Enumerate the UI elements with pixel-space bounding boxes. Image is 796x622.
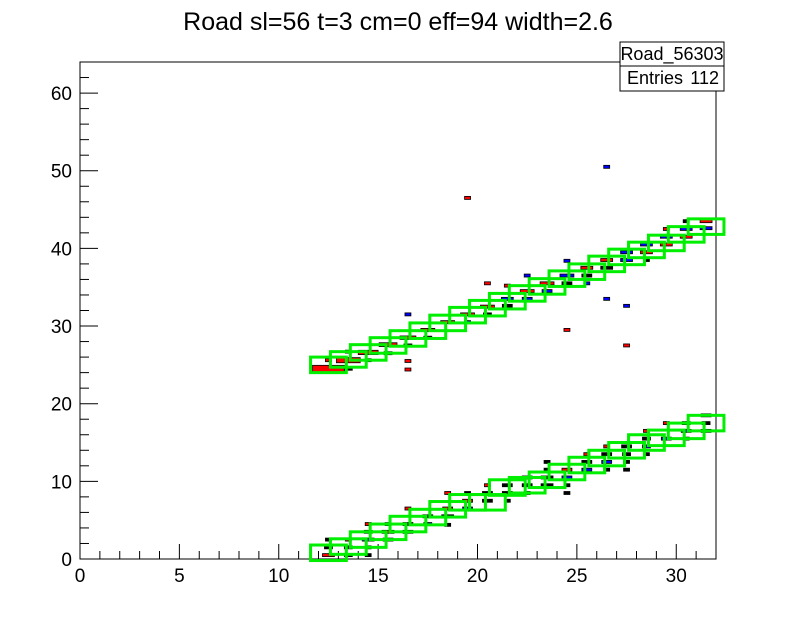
hit-cell <box>539 281 555 286</box>
road-box <box>309 543 348 563</box>
y-tick-label: 60 <box>51 84 72 105</box>
hit-cell <box>699 226 713 231</box>
hit-cell <box>603 164 611 169</box>
hit-cell <box>523 273 531 278</box>
hit-cell <box>580 265 594 270</box>
hit-cell <box>404 359 412 363</box>
hit-cell <box>561 467 573 472</box>
stats-entries-value: 112 <box>690 68 719 88</box>
hit-cell <box>563 258 571 263</box>
hit-cell <box>601 452 613 457</box>
hit-cell <box>640 250 653 255</box>
hit-cell <box>623 343 630 348</box>
road-box <box>686 413 726 433</box>
road-box <box>487 478 527 497</box>
chart-title: Road sl=56 t=3 cm=0 eff=94 width=2.6 <box>183 8 613 36</box>
hit-cell <box>659 242 673 247</box>
hit-cell <box>620 250 633 255</box>
hit-cell <box>541 289 553 293</box>
hit-cell <box>563 491 571 495</box>
road-box <box>309 355 348 375</box>
hit-cell <box>444 491 452 495</box>
hit-cell <box>601 460 613 464</box>
hit-cell <box>642 436 651 441</box>
y-tick-label: 20 <box>51 395 72 416</box>
hit-cell <box>622 452 631 457</box>
stats-histogram-name: Road_56303 <box>620 44 723 65</box>
hit-cell <box>484 281 491 286</box>
axis-ticks: 0 5 10 15 20 25 30 0 10 20 30 40 50 60 <box>51 61 717 587</box>
hit-cell <box>543 460 551 464</box>
stats-box[interactable]: Road_56303 Entries 112 <box>619 41 725 92</box>
x-tick-label: 5 <box>174 566 185 587</box>
x-tick-label: 25 <box>566 566 587 587</box>
hit-cell <box>519 289 535 293</box>
hit-cell <box>623 467 630 472</box>
road-boxes <box>309 217 726 563</box>
hit-cell <box>600 265 614 270</box>
hit-cell <box>603 296 611 301</box>
road-box <box>507 475 547 495</box>
hit-cell <box>559 273 575 278</box>
hit-cell <box>464 195 471 200</box>
hit-cell <box>561 281 573 286</box>
road-box <box>627 433 666 452</box>
hit-cell <box>404 367 412 372</box>
stats-entries-label: Entries <box>627 68 683 88</box>
hit-cell <box>500 296 514 301</box>
x-tick-label: 30 <box>666 566 687 587</box>
hit-cell <box>623 303 630 308</box>
y-tick-label: 50 <box>51 162 72 183</box>
hit-cell <box>501 303 513 308</box>
y-tick-label: 0 <box>61 550 72 571</box>
hit-cell <box>679 234 693 239</box>
hit-cell <box>600 258 614 262</box>
x-tick-label: 15 <box>368 566 389 587</box>
hit-cell <box>521 483 533 488</box>
hit-cell <box>404 312 412 317</box>
hit-cell <box>620 258 633 262</box>
y-tick-label: 40 <box>51 239 72 260</box>
road-box <box>686 217 726 236</box>
road-box <box>468 493 507 512</box>
hit-cell <box>581 273 593 278</box>
y-tick-label: 10 <box>51 472 72 493</box>
hit-cell <box>501 483 513 488</box>
hit-cell <box>621 444 632 449</box>
hit-cell <box>563 328 571 332</box>
x-tick-label: 0 <box>75 566 86 587</box>
x-tick-label: 20 <box>467 566 488 587</box>
y-tick-label: 30 <box>51 317 72 338</box>
x-tick-label: 10 <box>268 566 289 587</box>
road-box <box>448 493 487 512</box>
hit-cell <box>581 460 593 464</box>
hit-cell <box>482 498 493 503</box>
hit-cell <box>581 467 593 472</box>
